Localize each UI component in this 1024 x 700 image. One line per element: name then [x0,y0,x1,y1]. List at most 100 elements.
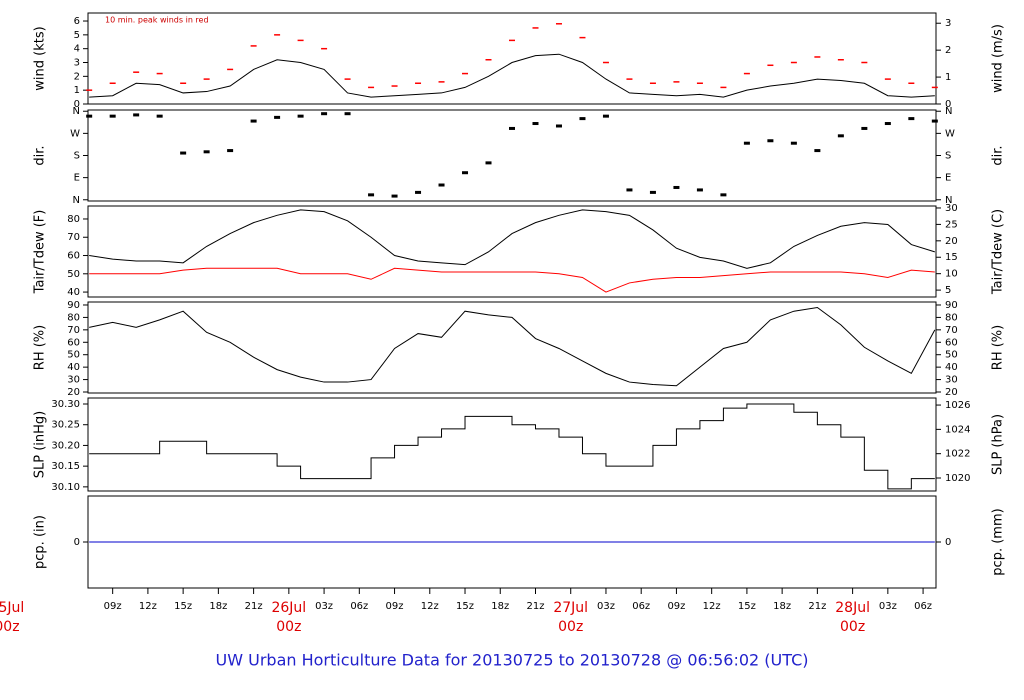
y-tick-label: 1 [74,85,80,96]
y-tick-label: S [74,151,80,162]
x-tick-label: 00z [0,619,20,635]
dir-point [767,139,774,143]
x-tick-label: 00z [840,619,865,635]
dir-point [602,114,609,118]
y2-tick-label: 30 [945,203,958,214]
x-tick-label: 00z [558,619,583,635]
y2-tick-label: 60 [945,337,958,348]
dir-point [908,117,915,121]
y2-tick-label: 1020 [945,473,970,484]
y2-tick-label: 20 [945,236,958,247]
date-label: 25Jul [0,600,24,616]
panel-frame [87,109,937,202]
y-tick-label: 30.10 [51,482,80,493]
dir-point [203,150,210,154]
dir-point [720,193,727,197]
dir-point [837,134,844,138]
y-tick-label: 40 [67,362,80,373]
y-tick-label: 90 [67,300,80,311]
y-tick-label: 80 [67,312,80,323]
y2-axis-label: RH (%) [991,325,1006,370]
y2-tick-label: E [945,173,951,184]
y-tick-label: 30 [67,375,80,386]
y-axis-label: SLP (inHg) [33,411,48,479]
dir-point [626,188,633,192]
x-tick-label: 21z [526,601,544,612]
y2-tick-label: 3 [945,18,951,29]
dir-point [368,193,375,197]
y-tick-label: 30.20 [51,440,80,451]
y2-tick-label: 1026 [945,400,970,411]
x-tick-label: 21z [808,601,826,612]
x-tick-label: 15z [738,601,756,612]
y-axis-label: wind (kts) [33,26,48,90]
series-line [89,209,935,269]
dir-point [109,114,116,118]
dir-point [86,114,93,118]
y2-tick-label: 5 [945,285,951,296]
x-tick-label: 09z [104,601,122,612]
y2-tick-label: 0 [945,537,951,548]
dir-point [438,183,445,187]
y2-tick-label: S [945,151,951,162]
series-line [89,53,935,98]
dir-point [297,114,304,118]
x-tick-label: 18z [491,601,509,612]
y-tick-label: 4 [74,44,80,55]
y-tick-label: 2 [74,71,80,82]
x-tick-label: 03z [879,601,897,612]
dir-point [485,161,492,165]
dir-point [884,122,891,126]
dir-point [344,112,351,116]
dir-point [532,122,539,126]
panel-frame [87,205,937,298]
y2-tick-label: 0 [945,99,951,110]
y2-tick-label: 70 [945,325,958,336]
y2-tick-label: N [945,106,952,117]
y2-tick-label: 1024 [945,424,970,435]
series-line [89,306,936,387]
y-axis-label: RH (%) [33,325,48,370]
x-tick-label: 18z [773,601,791,612]
x-tick-label: 18z [209,601,227,612]
y-tick-label: N [73,106,80,117]
x-tick-label: 03z [315,601,333,612]
dir-point [931,119,938,123]
y2-axis-label: wind (m/s) [991,24,1006,93]
y-axis-label: dir. [33,145,48,165]
y2-axis-label: SLP (hPa) [991,414,1006,475]
y-tick-label: 30.25 [51,420,80,431]
y-tick-label: 6 [74,16,80,27]
dir-point [133,113,140,117]
x-tick-label: 09z [667,601,685,612]
dir-point [180,151,187,155]
dir-point [790,141,797,145]
y-axis-label: pcp. (in) [33,515,48,569]
date-label: 27Jul [553,600,588,616]
dir-point [696,188,703,192]
y-tick-label: 60 [67,251,80,262]
y2-tick-label: 90 [945,300,958,311]
y2-tick-label: 30 [945,375,958,386]
dir-point [579,117,586,121]
y-axis-label: Tair/Tdew (F) [33,210,48,295]
y-tick-label: 50 [67,269,80,280]
y2-tick-label: W [945,128,955,139]
y-tick-label: 0 [74,537,80,548]
y-tick-label: 80 [67,214,80,225]
dir-point [462,171,469,175]
y2-axis-label: Tair/Tdew (C) [991,209,1006,295]
x-tick-label: 21z [245,601,263,612]
x-tick-label: 03z [597,601,615,612]
y-tick-label: 50 [67,350,80,361]
y-tick-label: 70 [67,232,80,243]
y-tick-label: 40 [67,287,80,298]
dir-point [156,114,163,118]
x-tick-label: 12z [139,601,157,612]
panel-frame [87,397,937,492]
dir-point [274,115,281,119]
y2-tick-label: N [945,195,952,206]
date-label: 26Jul [271,600,306,616]
dir-point [509,126,515,130]
